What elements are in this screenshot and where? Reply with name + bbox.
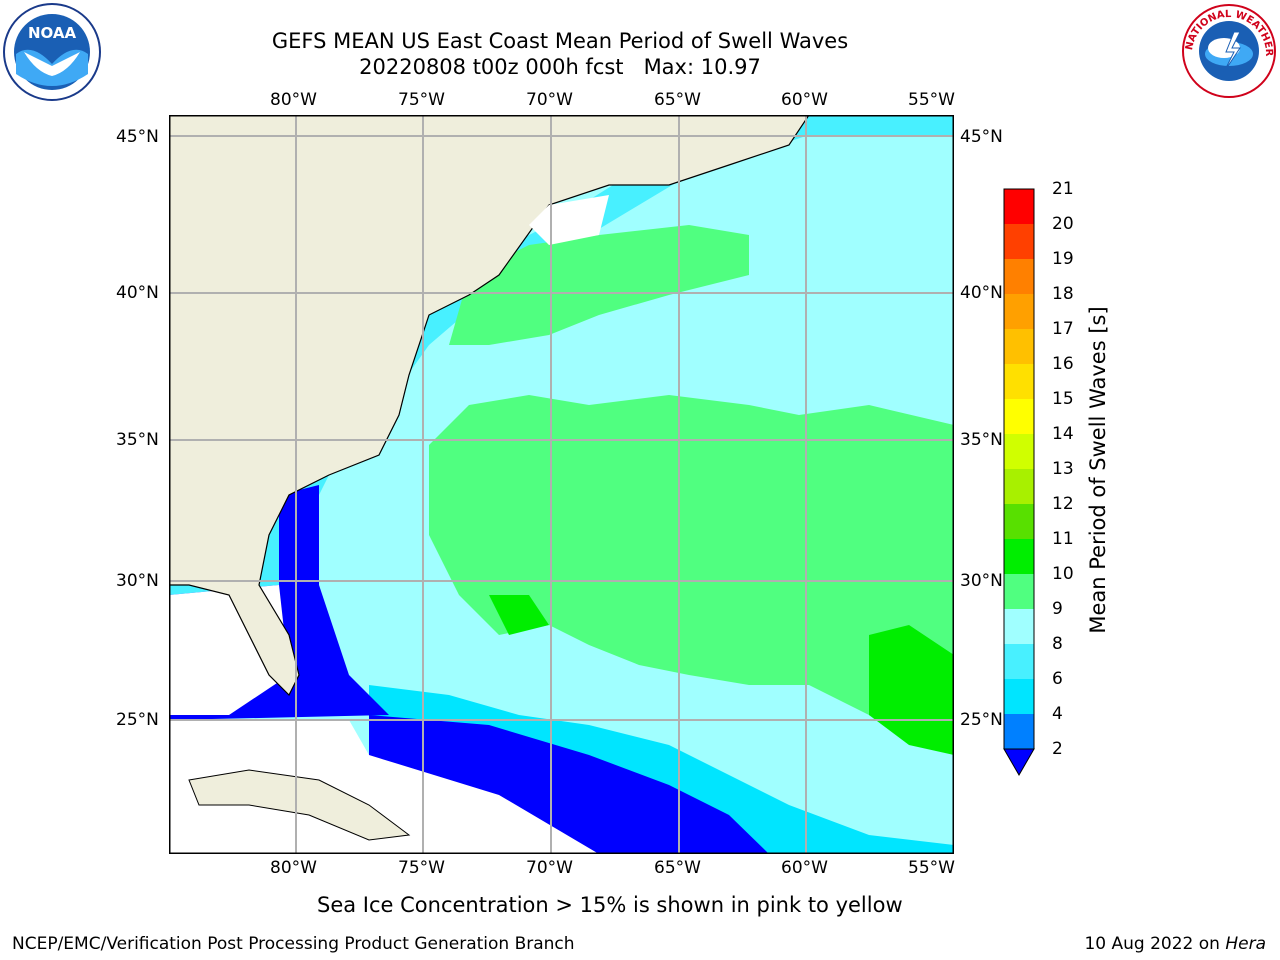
colorbar-tick-label: 16 [1052, 354, 1074, 374]
map-panel [168, 114, 954, 854]
lat-tick-right-30n: 30°N [960, 571, 1003, 591]
colorbar-segment [1004, 189, 1034, 224]
lat-tick-left-45n: 45°N [116, 127, 159, 147]
colorbar-segment [1004, 574, 1034, 609]
swell-zone-9s [429, 395, 954, 735]
lat-tick-right-35n: 35°N [960, 430, 1003, 450]
colorbar-tick-label: 8 [1052, 634, 1063, 654]
swell-zone-10s-west [489, 595, 549, 635]
colorbar-segment [1004, 329, 1034, 364]
colorbar-tick-label: 13 [1052, 459, 1074, 479]
colorbar-tick-label: 11 [1052, 529, 1074, 549]
colorbar-tick-label: 14 [1052, 424, 1074, 444]
colorbar-tick-label: 6 [1052, 669, 1063, 689]
colorbar-segment [1004, 679, 1034, 714]
swell-period-map [168, 114, 954, 854]
map-subtitle: 20220808 t00z 000h fcst Max: 10.97 [359, 55, 761, 79]
colorbar-tick-label: 10 [1052, 564, 1074, 584]
lat-tick-left-35n: 35°N [116, 430, 159, 450]
colorbar-segment [1004, 294, 1034, 329]
colorbar-tick-label: 18 [1052, 284, 1074, 304]
colorbar-tick-label: 20 [1052, 214, 1074, 234]
lat-tick-right-45n: 45°N [960, 127, 1003, 147]
colorbar [1000, 185, 1040, 785]
lon-tick-bottom-55w: 55°W [908, 858, 955, 878]
colorbar-frame [1003, 188, 1035, 750]
colorbar-extend-triangle [1003, 748, 1035, 777]
map-frame [169, 115, 954, 854]
colorbar-segment [1004, 434, 1034, 469]
lat-tick-left-25n: 25°N [116, 710, 159, 730]
lon-tick-bottom-75w: 75°W [398, 858, 445, 878]
colorbar-segment [1004, 469, 1034, 504]
swell-zone-north [449, 225, 749, 345]
lon-tick-top-65w: 65°W [654, 90, 701, 110]
colorbar-tick-label: 4 [1052, 704, 1063, 724]
colorbar-tick-labels: 2 4 6 8 9 10 11 12 13 14 15 16 17 18 19 20 21 [1044, 0, 1084, 800]
colorbar-tick-label: 9 [1052, 599, 1063, 619]
colorbar-segment [1004, 539, 1034, 574]
noaa-logo-text: NOAA [28, 24, 77, 42]
colorbar-segment [1004, 259, 1034, 294]
lon-tick-bottom-60w: 60°W [781, 858, 828, 878]
lon-tick-top-60w: 60°W [781, 90, 828, 110]
lon-tick-bottom-80w: 80°W [270, 858, 317, 878]
colorbar-tick-label: 17 [1052, 319, 1074, 339]
caribbean-mask [169, 720, 599, 854]
lat-tick-left-30n: 30°N [116, 571, 159, 591]
noaa-logo: NOAA [2, 2, 102, 102]
lon-tick-top-80w: 80°W [270, 90, 317, 110]
colorbar-segment [1004, 364, 1034, 399]
lat-tick-left-40n: 40°N [116, 283, 159, 303]
cuba-land [188, 769, 411, 841]
colorbar-tick-label: 19 [1052, 249, 1074, 269]
colorbar-tick-label: 12 [1052, 494, 1074, 514]
lon-tick-bottom-70w: 70°W [526, 858, 573, 878]
colorbar-segment [1004, 609, 1034, 644]
footer-date: 10 Aug 2022 on Hera [1084, 934, 1266, 954]
footer-date-text: 10 Aug 2022 on [1084, 934, 1226, 954]
lat-tick-right-25n: 25°N [960, 710, 1003, 730]
lon-tick-top-70w: 70°W [526, 90, 573, 110]
lat-tick-right-40n: 40°N [960, 283, 1003, 303]
gulf-of-maine-mask [529, 195, 609, 245]
colorbar-tick-label: 21 [1052, 179, 1074, 199]
colorbar-segment [1004, 644, 1034, 679]
graticule [169, 115, 954, 854]
lon-tick-top-75w: 75°W [398, 90, 445, 110]
colorbar-tick-label: 2 [1052, 739, 1063, 759]
lon-tick-bottom-65w: 65°W [654, 858, 701, 878]
nws-logo: NATIONAL WEATHER SERVICE [1176, 0, 1278, 100]
colorbar-segment [1004, 224, 1034, 259]
colorbar-segment [1004, 714, 1034, 749]
colorbar-tick-label: 15 [1052, 389, 1074, 409]
colorbar-segment [1004, 399, 1034, 434]
lon-tick-top-55w: 55°W [908, 90, 955, 110]
footer-host: Hera [1225, 934, 1266, 954]
sea-ice-caption: Sea Ice Concentration > 15% is shown in … [317, 893, 903, 917]
colorbar-segment [1004, 504, 1034, 539]
swell-zone-10s [869, 625, 954, 755]
footer-branch: NCEP/EMC/Verification Post Processing Pr… [12, 934, 575, 954]
map-title: GEFS MEAN US East Coast Mean Period of S… [271, 29, 849, 53]
us-coast-land [168, 114, 811, 697]
